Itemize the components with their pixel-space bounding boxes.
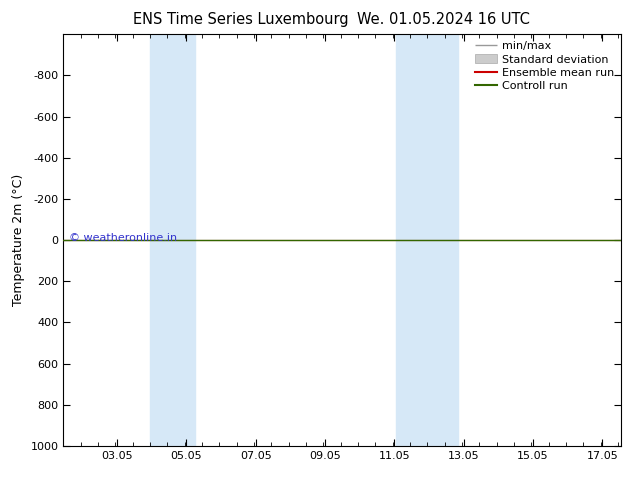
Text: © weatheronline.in: © weatheronline.in (69, 233, 177, 243)
Y-axis label: Temperature 2m (°C): Temperature 2m (°C) (12, 174, 25, 306)
Bar (396, 34, 458, 446)
Legend: min/max, Standard deviation, Ensemble mean run, Controll run: min/max, Standard deviation, Ensemble me… (470, 37, 619, 96)
Text: We. 01.05.2024 16 UTC: We. 01.05.2024 16 UTC (358, 12, 530, 27)
Text: ENS Time Series Luxembourg: ENS Time Series Luxembourg (133, 12, 349, 27)
Bar (150, 34, 195, 446)
